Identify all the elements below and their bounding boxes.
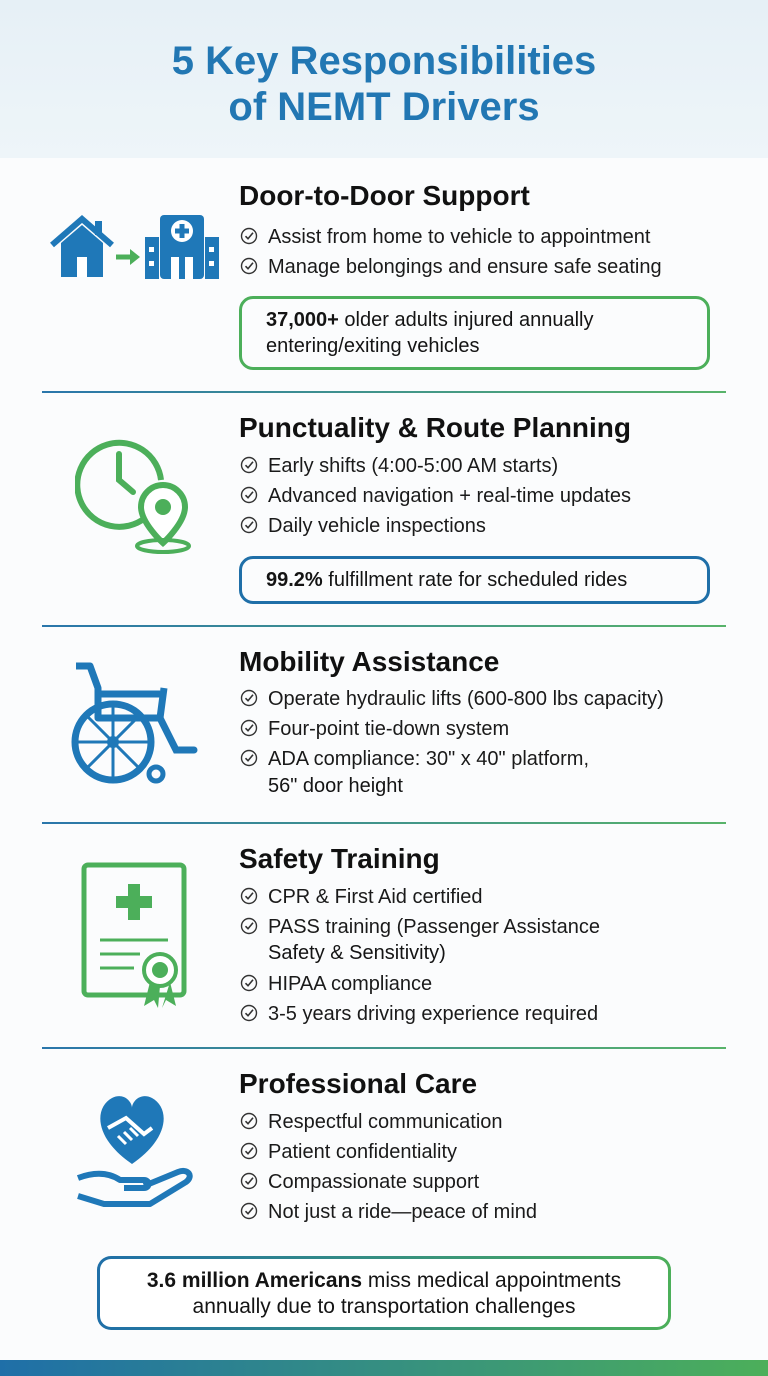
bullet-text: Not just a ride—peace of mind (268, 1201, 538, 1223)
stat-box: 37,000+ older adults injured annually en… (239, 296, 710, 370)
bullet-item: Assist from home to vehicle to appointme… (240, 224, 650, 250)
bullet-text: CPR & First Aid certified (268, 886, 483, 908)
bullet-text: Manage belongings and ensure safe seatin… (268, 256, 662, 278)
section-title: Punctuality & Route Planning (239, 412, 632, 443)
bullet-item: Compassionate support (240, 1169, 479, 1195)
check-circle-icon (240, 1142, 258, 1160)
bullet-text: Assist from home to vehicle to appointme… (268, 226, 651, 248)
bullet-text: Compassionate support (268, 1171, 480, 1193)
bullet-item: Respectful communication (240, 1109, 503, 1135)
bullet-text: Daily vehicle inspections (268, 515, 486, 537)
check-circle-icon (240, 516, 258, 534)
bullet-text: Respectful communication (268, 1111, 503, 1133)
summary-stat-text: miss medical appointments (362, 1269, 622, 1292)
divider (42, 1047, 726, 1049)
check-circle-icon (240, 719, 258, 737)
check-circle-icon (240, 974, 258, 992)
bullet-item: Advanced navigation + real-time updates (240, 483, 631, 509)
stat-box: 99.2% fulfillment rate for scheduled rid… (239, 556, 710, 604)
stat-number: 37,000+ (266, 309, 339, 331)
bullet-item: HIPAA compliance (240, 971, 432, 997)
check-circle-icon (240, 749, 258, 767)
bullet-text: ADA compliance: 30" x 40" platform, (268, 748, 590, 770)
check-circle-icon (240, 257, 258, 275)
check-circle-icon (240, 887, 258, 905)
section-title: Door-to-Door Support (239, 180, 530, 211)
bullet-continuation: Safety & Sensitivity) (268, 942, 446, 964)
stat-text: fulfillment rate for scheduled rides (322, 569, 628, 591)
check-circle-icon (240, 1202, 258, 1220)
section-title: Mobility Assistance (239, 646, 500, 677)
bullet-item: Early shifts (4:00-5:00 AM starts) (240, 453, 558, 479)
bullet-item: Manage belongings and ensure safe seatin… (240, 254, 662, 280)
check-circle-icon (240, 1004, 258, 1022)
bullet-item: Four-point tie-down system (240, 716, 509, 742)
bullet-item: 3-5 years driving experience required (240, 1001, 598, 1027)
footer-gradient-bar (0, 1360, 768, 1376)
page-title-line1: 5 Key Responsibilities (171, 39, 597, 83)
check-circle-icon (240, 486, 258, 504)
bullet-item: Patient confidentiality (240, 1139, 457, 1165)
bullet-text: PASS training (Passenger Assistance (268, 916, 601, 938)
header: 5 Key Responsibilities of NEMT Drivers (0, 0, 768, 158)
bullet-item: CPR & First Aid certified (240, 884, 483, 910)
bullet-item: Not just a ride—peace of mind (240, 1199, 537, 1225)
page-title-line2: of NEMT Drivers (228, 85, 540, 129)
bullet-text: HIPAA compliance (268, 973, 433, 995)
bullet-text: Patient confidentiality (268, 1141, 458, 1163)
divider (42, 391, 726, 393)
bullet-text: Advanced navigation + real-time updates (268, 485, 632, 507)
section-title: Professional Care (239, 1068, 478, 1099)
bullet-text: Early shifts (4:00-5:00 AM starts) (268, 455, 559, 477)
stat-text: older adults injured annually (338, 309, 594, 331)
certificate-icon (81, 862, 187, 1008)
divider (42, 625, 726, 627)
stat-number: 99.2% (266, 569, 323, 591)
clock-location-icon (75, 439, 191, 554)
summary-stat-text: annually due to transportation challenge… (192, 1295, 576, 1318)
wheelchair-icon (71, 662, 198, 784)
stat-text: entering/exiting vehicles (266, 335, 480, 357)
bullet-item: Daily vehicle inspections (240, 513, 486, 539)
heart-handshake-icon (76, 1096, 193, 1207)
check-circle-icon (240, 689, 258, 707)
divider (42, 822, 726, 824)
bullet-item: PASS training (Passenger Assistance (240, 914, 600, 940)
summary-stat-box: 3.6 million Americans miss medical appoi… (97, 1256, 671, 1330)
check-circle-icon (240, 456, 258, 474)
check-circle-icon (240, 227, 258, 245)
bullet-text: Four-point tie-down system (268, 718, 510, 740)
check-circle-icon (240, 1172, 258, 1190)
bullet-continuation: 56" door height (268, 775, 403, 797)
bullet-text: 3-5 years driving experience required (268, 1003, 599, 1025)
summary-stat-number: 3.6 million Americans (146, 1269, 363, 1292)
bullet-item: Operate hydraulic lifts (600-800 lbs cap… (240, 686, 664, 712)
check-circle-icon (240, 1112, 258, 1130)
bullet-item: ADA compliance: 30" x 40" platform, (240, 746, 589, 772)
check-circle-icon (240, 917, 258, 935)
bullet-text: Operate hydraulic lifts (600-800 lbs cap… (268, 688, 664, 710)
home-to-hospital-icon (50, 215, 219, 279)
section-title: Safety Training (239, 843, 440, 874)
